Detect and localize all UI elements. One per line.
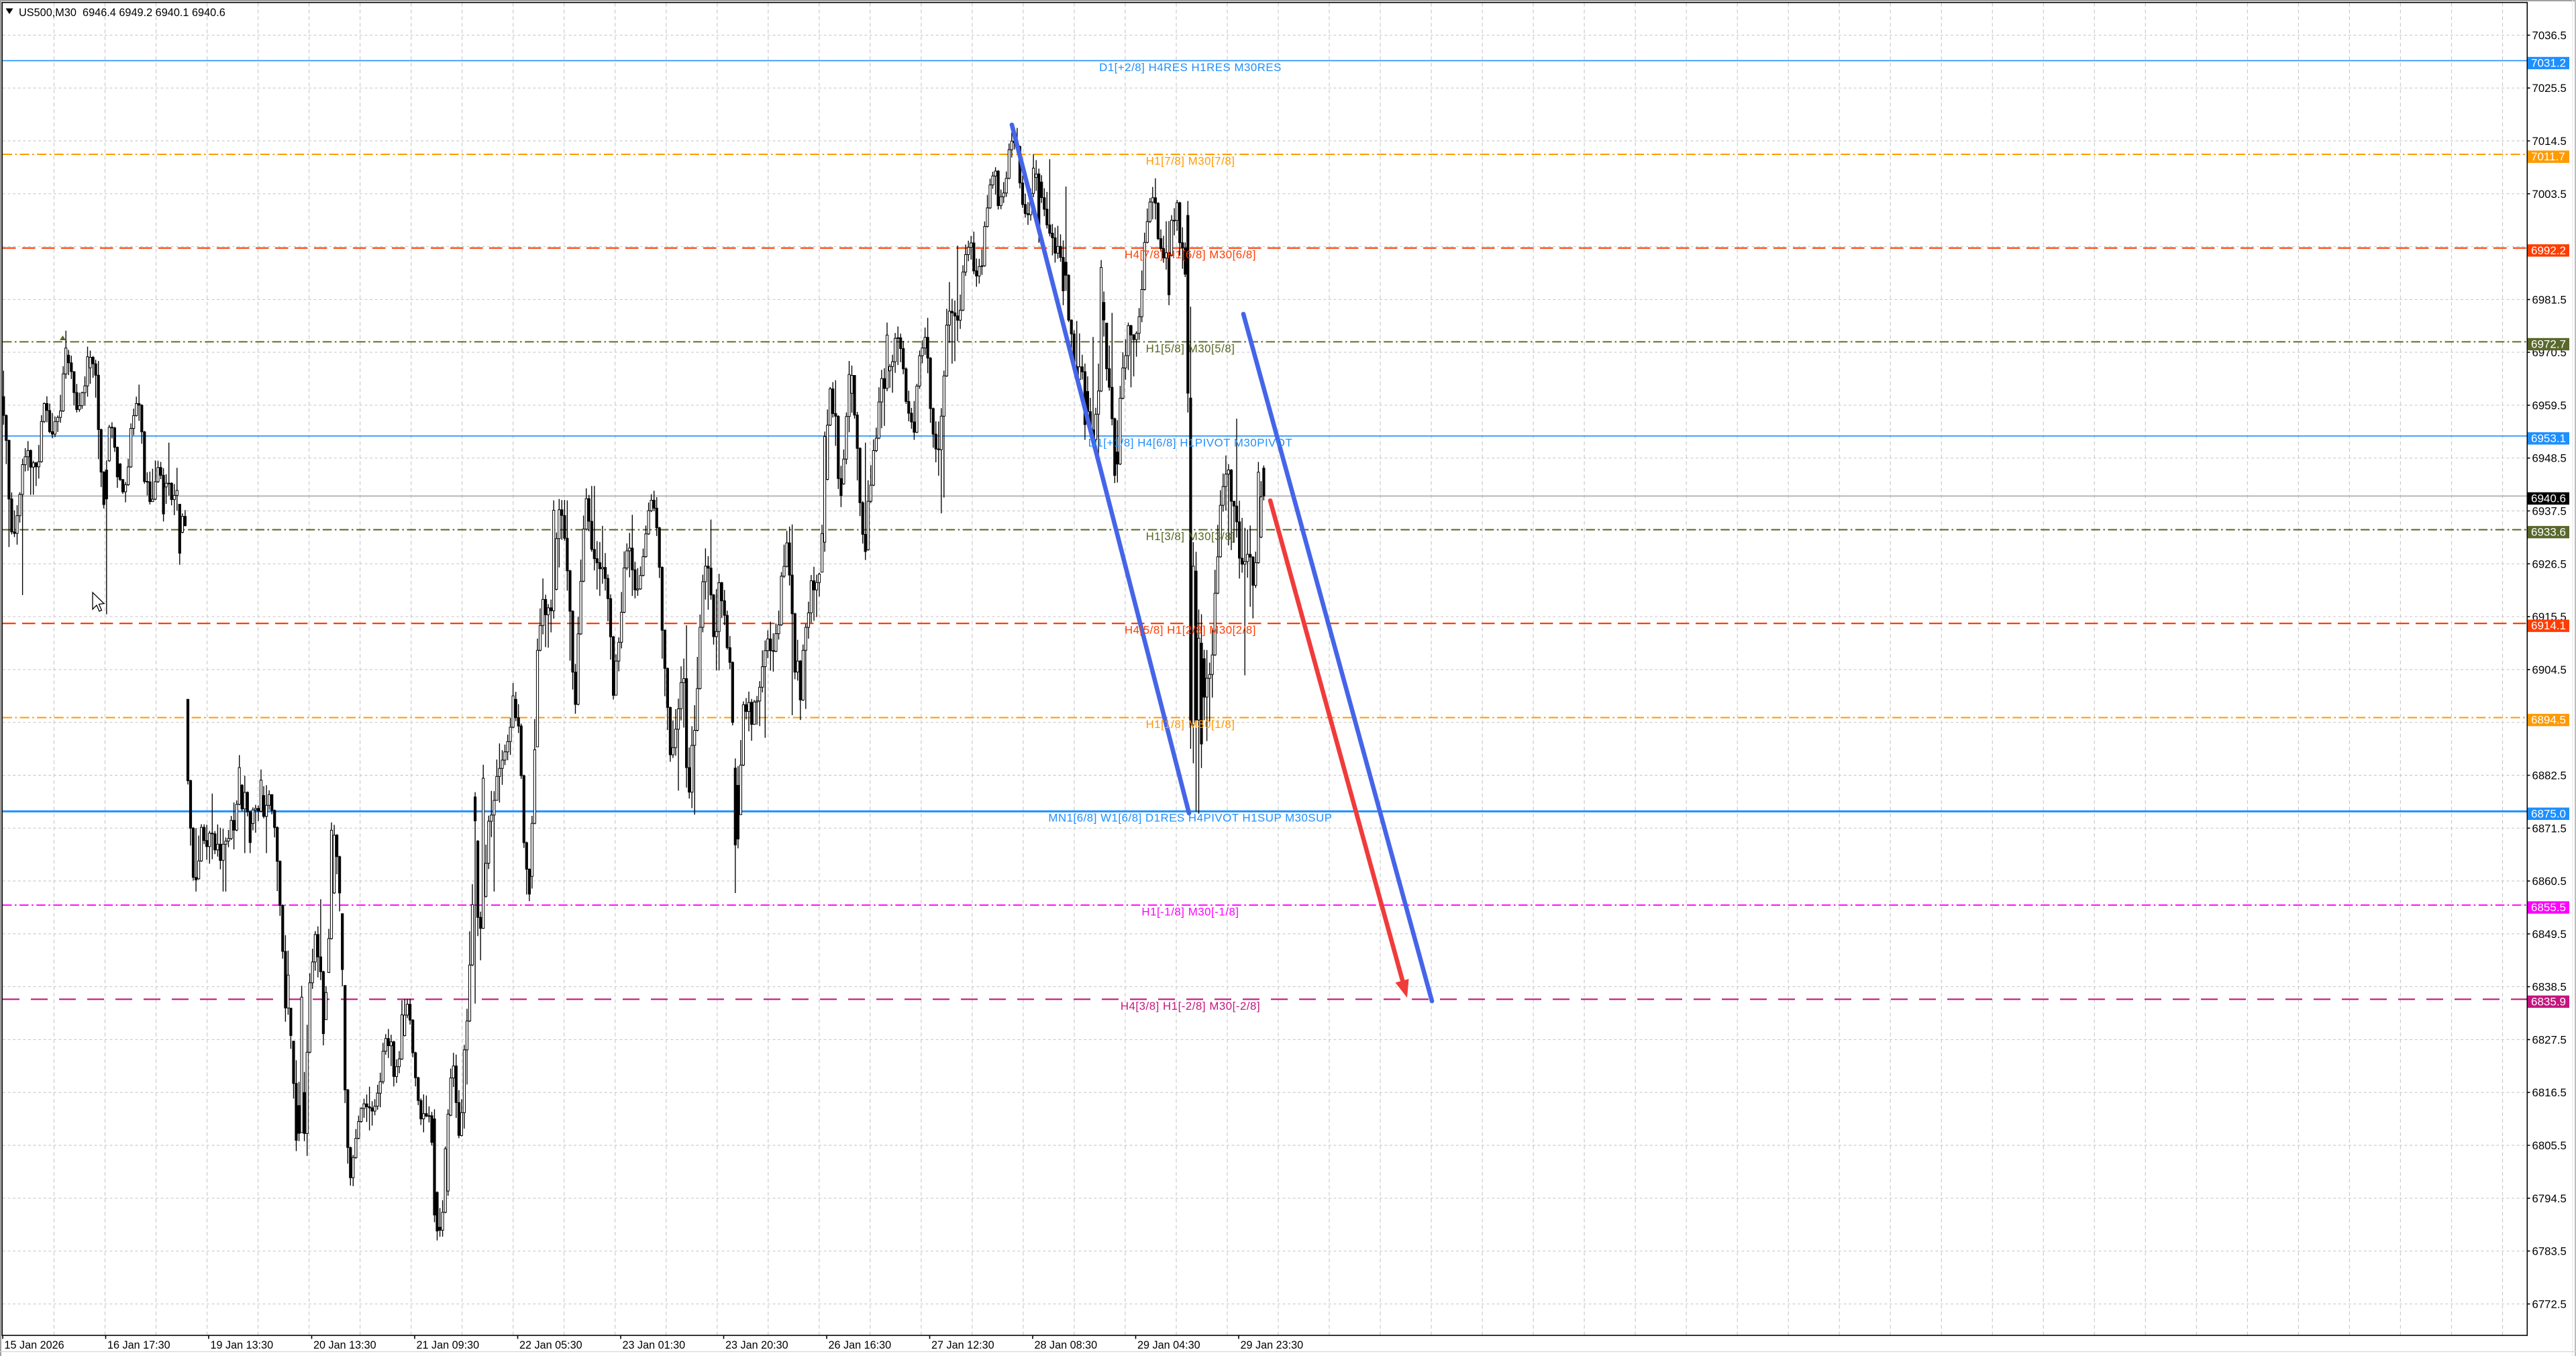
svg-text:7025.5: 7025.5 [2532,82,2567,95]
svg-text:H1[5/8] M30[5/8]: H1[5/8] M30[5/8] [1146,342,1235,355]
svg-text:H1[7/8] M30[7/8]: H1[7/8] M30[7/8] [1146,155,1235,168]
svg-text:21 Jan 09:30: 21 Jan 09:30 [417,1339,480,1351]
svg-text:6835.9: 6835.9 [2531,995,2566,1008]
svg-text:23 Jan 20:30: 23 Jan 20:30 [725,1339,788,1351]
svg-text:27 Jan 12:30: 27 Jan 12:30 [931,1339,994,1351]
svg-text:H4[3/8] H1[-2/8] M30[-2/8]: H4[3/8] H1[-2/8] M30[-2/8] [1121,1000,1260,1012]
svg-text:6805.5: 6805.5 [2532,1139,2567,1152]
svg-text:29 Jan 23:30: 29 Jan 23:30 [1241,1339,1304,1351]
svg-text:6838.5: 6838.5 [2532,981,2567,994]
svg-text:H1[1/8] M30[1/8]: H1[1/8] M30[1/8] [1146,718,1235,731]
svg-text:6926.5: 6926.5 [2532,558,2567,570]
svg-text:7003.5: 7003.5 [2532,188,2567,201]
svg-text:D1[+1/8] H4[6/8] H1PIVOT M30PI: D1[+1/8] H4[6/8] H1PIVOT M30PIVOT [1088,436,1293,449]
svg-text:28 Jan 08:30: 28 Jan 08:30 [1035,1339,1098,1351]
svg-text:6849.5: 6849.5 [2532,928,2567,941]
svg-text:15 Jan 2026: 15 Jan 2026 [5,1339,64,1351]
svg-text:H1[3/8] M30[3/8]: H1[3/8] M30[3/8] [1146,530,1235,543]
svg-text:US500,M30 6946.4 6949.2 6940.: US500,M30 6946.4 6949.2 6940.1 6940.6 [19,7,225,19]
svg-text:H4[5/8] H1[2/8] M30[2/8]: H4[5/8] H1[2/8] M30[2/8] [1125,624,1256,637]
svg-text:7036.5: 7036.5 [2532,29,2567,42]
svg-text:6860.5: 6860.5 [2532,875,2567,888]
svg-text:6940.6: 6940.6 [2531,492,2566,505]
svg-text:6914.1: 6914.1 [2531,619,2566,632]
svg-text:26 Jan 16:30: 26 Jan 16:30 [829,1339,892,1351]
svg-text:D1[+2/8] H4RES H1RES M30RES: D1[+2/8] H4RES H1RES M30RES [1099,61,1282,74]
svg-text:7011.7: 7011.7 [2531,150,2565,163]
svg-text:6875.0: 6875.0 [2531,807,2566,820]
svg-text:7031.2: 7031.2 [2531,57,2566,70]
svg-text:6816.5: 6816.5 [2532,1086,2567,1099]
svg-text:6992.2: 6992.2 [2531,244,2566,257]
svg-text:6783.5: 6783.5 [2532,1245,2567,1258]
svg-text:6948.5: 6948.5 [2532,452,2567,465]
svg-text:22 Jan 05:30: 22 Jan 05:30 [519,1339,582,1351]
svg-text:6794.5: 6794.5 [2532,1192,2567,1205]
svg-text:29 Jan 04:30: 29 Jan 04:30 [1137,1339,1200,1351]
svg-text:H1[-1/8] M30[-1/8]: H1[-1/8] M30[-1/8] [1141,905,1239,918]
svg-text:7014.5: 7014.5 [2532,135,2567,148]
svg-text:6904.5: 6904.5 [2532,664,2567,676]
svg-text:6894.5: 6894.5 [2531,714,2566,727]
svg-text:16 Jan 17:30: 16 Jan 17:30 [107,1339,170,1351]
svg-text:6937.5: 6937.5 [2532,505,2567,518]
svg-text:19 Jan 13:30: 19 Jan 13:30 [211,1339,274,1351]
svg-text:6981.5: 6981.5 [2532,293,2567,306]
svg-text:6827.5: 6827.5 [2532,1033,2567,1046]
svg-text:6953.1: 6953.1 [2531,432,2566,445]
svg-text:6882.5: 6882.5 [2532,770,2567,782]
svg-text:6772.5: 6772.5 [2532,1298,2567,1310]
svg-text:6871.5: 6871.5 [2532,822,2567,835]
svg-text:H4[7/8] H1[6/8] M30[6/8]: H4[7/8] H1[6/8] M30[6/8] [1125,248,1256,261]
svg-text:20 Jan 13:30: 20 Jan 13:30 [313,1339,376,1351]
svg-text:MN1[6/8] W1[6/8] D1RES H4PIVOT: MN1[6/8] W1[6/8] D1RES H4PIVOT H1SUP M30… [1048,812,1332,825]
svg-text:6933.6: 6933.6 [2531,526,2566,539]
svg-text:6972.7: 6972.7 [2531,338,2566,351]
svg-text:6855.5: 6855.5 [2531,901,2566,914]
svg-text:6959.5: 6959.5 [2532,399,2567,412]
svg-text:23 Jan 01:30: 23 Jan 01:30 [623,1339,686,1351]
